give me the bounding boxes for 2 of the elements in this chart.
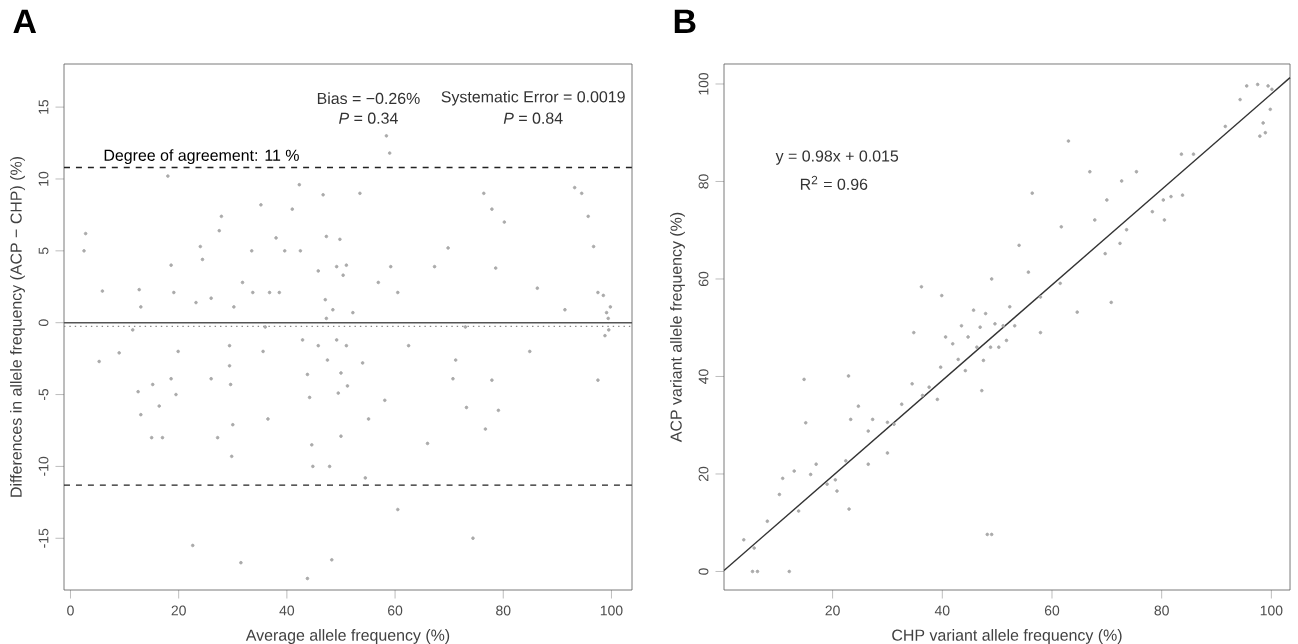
chart-title: A <box>13 9 37 33</box>
chart-title: B <box>674 9 696 33</box>
